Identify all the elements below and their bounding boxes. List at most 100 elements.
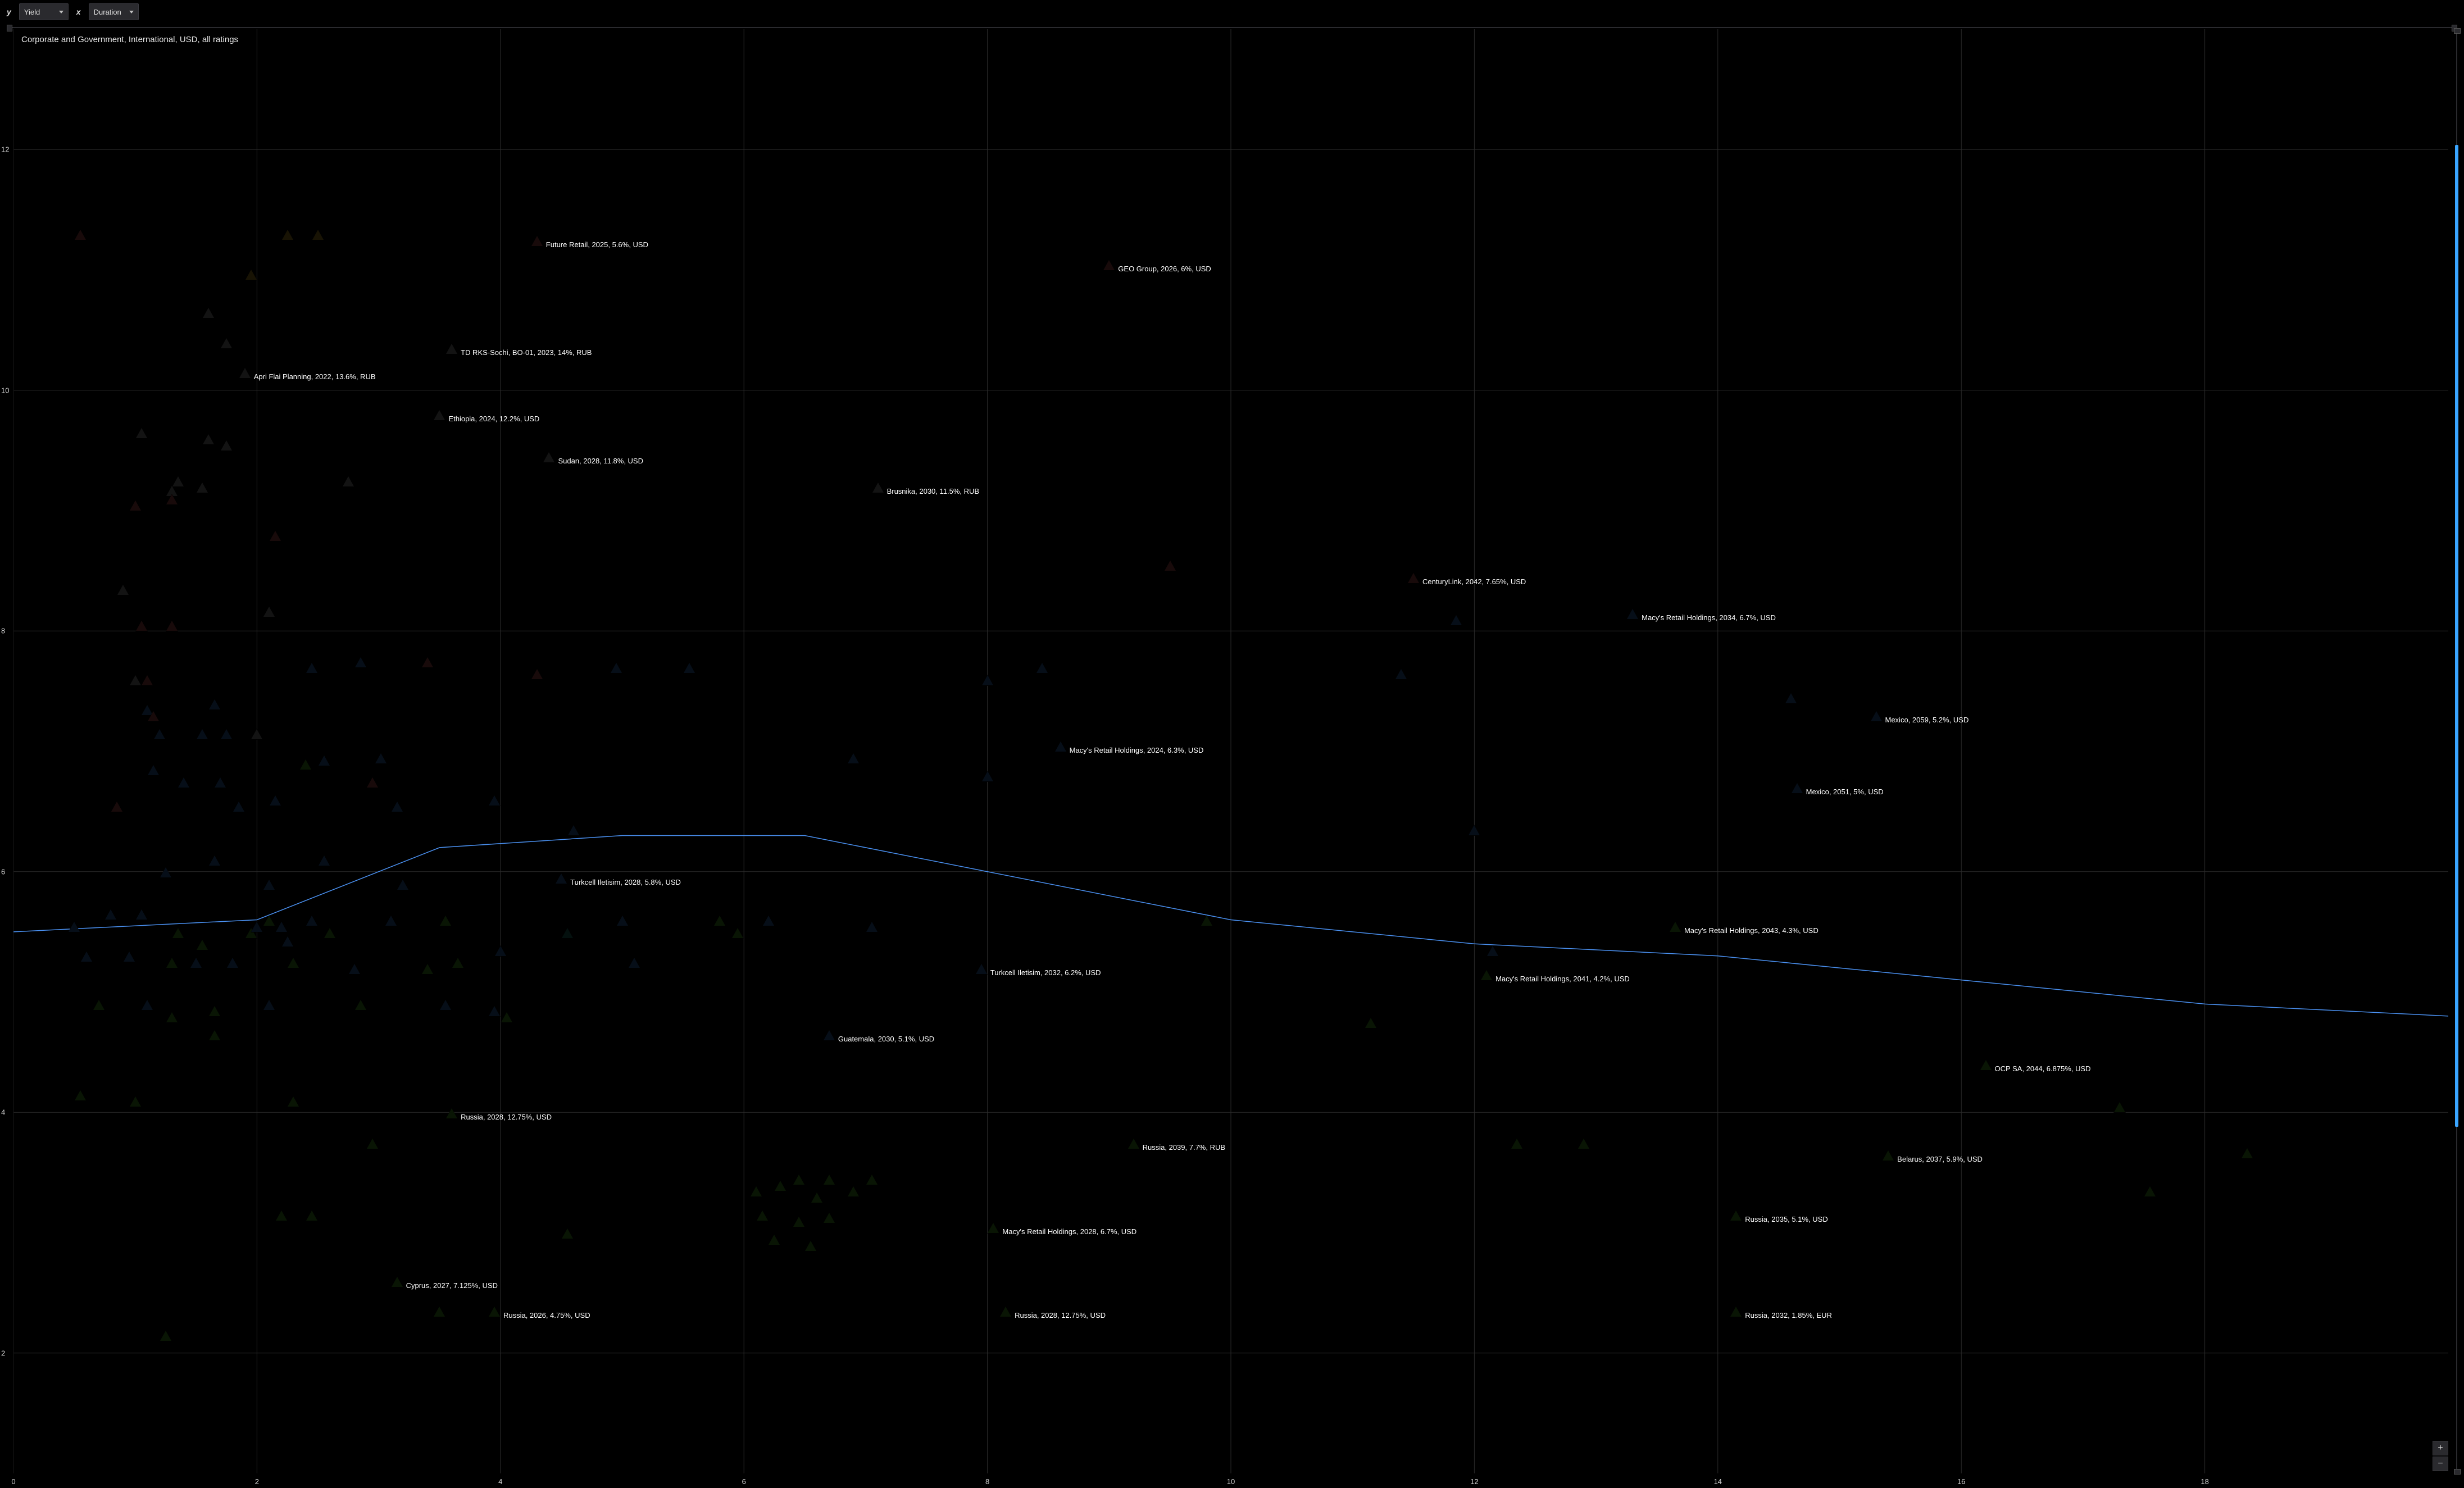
data-point[interactable] (824, 1030, 835, 1040)
data-point[interactable] (111, 802, 122, 812)
data-point[interactable] (982, 771, 993, 781)
data-point[interactable] (215, 777, 226, 788)
data-point[interactable] (1670, 922, 1681, 932)
data-point[interactable] (1395, 669, 1407, 679)
data-point[interactable] (684, 663, 695, 673)
data-point[interactable] (385, 916, 397, 926)
data-point[interactable] (434, 1307, 445, 1317)
data-point[interactable] (319, 856, 330, 866)
data-point[interactable] (178, 777, 189, 788)
data-point[interactable] (233, 802, 244, 812)
data-point[interactable] (355, 1000, 366, 1010)
zoom-in-button[interactable]: + (2433, 1441, 2448, 1455)
data-point[interactable] (367, 1139, 378, 1149)
data-point[interactable] (452, 958, 463, 968)
data-point[interactable] (355, 657, 366, 667)
data-point[interactable] (142, 1000, 153, 1010)
data-point[interactable] (866, 1175, 878, 1185)
data-point[interactable] (2144, 1186, 2156, 1196)
data-point[interactable] (1785, 693, 1797, 703)
data-point[interactable] (1165, 561, 1176, 571)
slider-handle-bottom[interactable] (2454, 1469, 2461, 1475)
data-point[interactable] (209, 856, 220, 866)
data-point[interactable] (1792, 783, 1803, 793)
data-point[interactable] (288, 1096, 299, 1107)
data-point[interactable] (117, 585, 129, 595)
data-point[interactable] (1036, 663, 1048, 673)
data-point[interactable] (166, 621, 178, 631)
data-point[interactable] (422, 657, 433, 667)
data-point[interactable] (446, 1108, 457, 1118)
data-point[interactable] (263, 607, 275, 617)
data-point[interactable] (793, 1217, 804, 1227)
data-point[interactable] (306, 916, 317, 926)
slider-bar[interactable] (2455, 145, 2458, 1127)
data-point[interactable] (209, 1030, 220, 1040)
data-point[interactable] (221, 440, 232, 451)
data-point[interactable] (446, 344, 457, 354)
data-point[interactable] (142, 675, 153, 685)
data-point[interactable] (872, 483, 884, 493)
data-point[interactable] (805, 1241, 816, 1251)
data-point[interactable] (251, 729, 262, 739)
data-point[interactable] (824, 1175, 835, 1185)
data-point[interactable] (1365, 1018, 1376, 1028)
data-point[interactable] (209, 1006, 220, 1016)
slider-handle-top[interactable] (2454, 28, 2461, 34)
data-point[interactable] (440, 1000, 451, 1010)
data-point[interactable] (982, 675, 993, 685)
data-point[interactable] (1481, 970, 1492, 980)
data-point[interactable] (160, 1331, 171, 1341)
data-point[interactable] (246, 270, 257, 280)
data-point[interactable] (203, 434, 214, 444)
data-point[interactable] (263, 880, 275, 890)
data-point[interactable] (1469, 825, 1480, 835)
data-point[interactable] (617, 916, 628, 926)
data-point[interactable] (556, 873, 567, 884)
data-point[interactable] (988, 1223, 999, 1233)
data-point[interactable] (319, 756, 330, 766)
data-point[interactable] (300, 759, 311, 770)
data-point[interactable] (422, 964, 433, 974)
data-point[interactable] (375, 753, 387, 763)
data-point[interactable] (562, 928, 573, 938)
data-point[interactable] (2242, 1148, 2253, 1158)
data-point[interactable] (251, 922, 262, 932)
data-point[interactable] (1871, 711, 1882, 721)
data-point[interactable] (611, 663, 622, 673)
data-point[interactable] (209, 699, 220, 709)
data-point[interactable] (501, 1012, 512, 1022)
data-point[interactable] (288, 958, 299, 968)
data-point[interactable] (434, 410, 445, 420)
data-point[interactable] (130, 500, 141, 511)
data-point[interactable] (732, 928, 743, 938)
data-point[interactable] (190, 958, 202, 968)
data-point[interactable] (1103, 260, 1115, 270)
data-point[interactable] (130, 675, 141, 685)
data-point[interactable] (629, 958, 640, 968)
data-point[interactable] (757, 1211, 768, 1221)
data-point[interactable] (1451, 615, 1462, 625)
data-point[interactable] (392, 1277, 403, 1287)
data-point[interactable] (166, 958, 178, 968)
data-point[interactable] (568, 825, 579, 835)
data-point[interactable] (793, 1175, 804, 1185)
data-point[interactable] (282, 936, 293, 947)
data-point[interactable] (136, 428, 147, 438)
data-point[interactable] (276, 1211, 287, 1221)
data-point[interactable] (227, 958, 238, 968)
data-point[interactable] (148, 711, 159, 721)
data-point[interactable] (221, 338, 232, 348)
data-point[interactable] (270, 531, 281, 541)
data-point[interactable] (489, 795, 500, 806)
data-point[interactable] (203, 308, 214, 318)
data-point[interactable] (1128, 1139, 1139, 1149)
data-point[interactable] (105, 909, 116, 920)
data-point[interactable] (343, 476, 354, 486)
data-point[interactable] (440, 916, 451, 926)
data-point[interactable] (397, 880, 408, 890)
data-point[interactable] (489, 1006, 500, 1016)
data-point[interactable] (1627, 609, 1638, 619)
data-point[interactable] (848, 753, 859, 763)
data-point[interactable] (197, 940, 208, 950)
